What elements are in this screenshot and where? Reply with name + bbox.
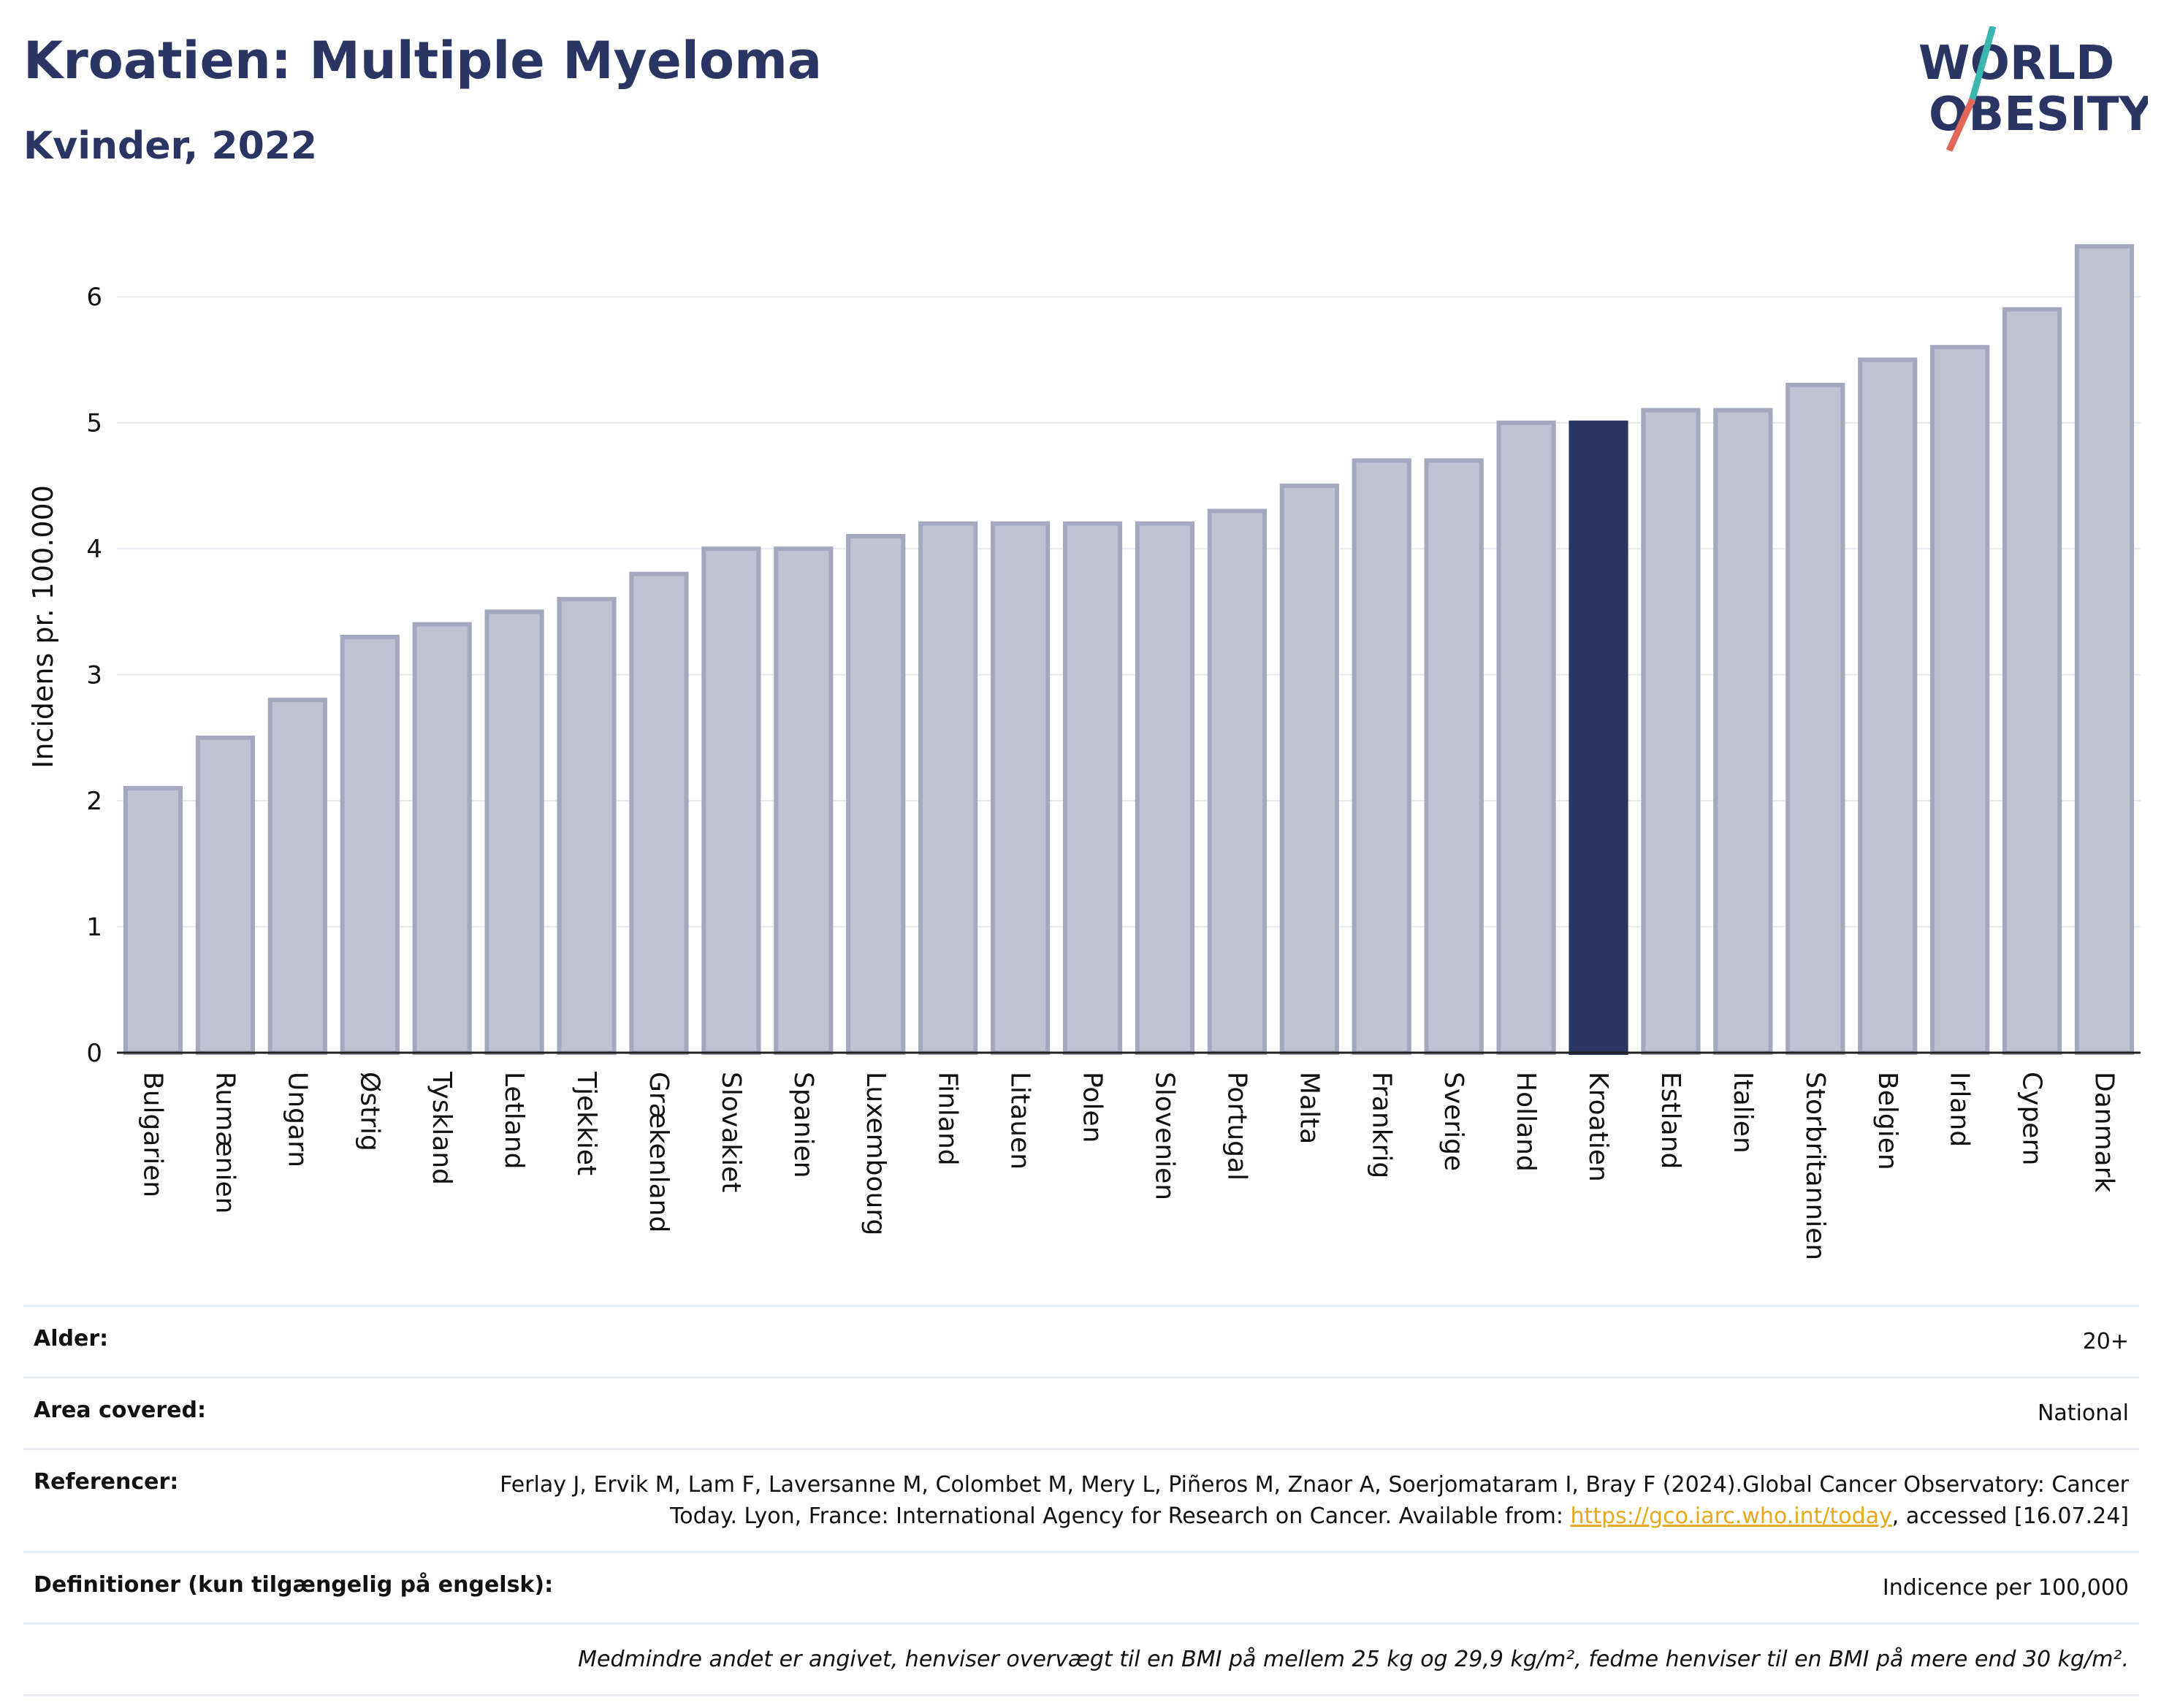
x-tick-label: Rumænien <box>210 1072 240 1213</box>
x-tick-label: Polen <box>1078 1072 1108 1143</box>
y-tick-label: 2 <box>86 787 102 816</box>
x-tick-label: Østrig <box>354 1072 384 1151</box>
x-tick-label: Malta <box>1294 1072 1324 1144</box>
y-tick-label: 1 <box>86 913 102 942</box>
x-tick-label: Slovenien <box>1149 1072 1179 1200</box>
bar <box>1713 408 1773 1055</box>
bar <box>557 597 617 1055</box>
bar <box>1352 458 1411 1055</box>
x-tick-label: Portugal <box>1221 1072 1251 1181</box>
references-link[interactable]: https://gco.iarc.who.int/today <box>1570 1503 1892 1529</box>
y-tick-label: 6 <box>86 283 102 312</box>
bar <box>1135 521 1195 1055</box>
x-tick-label: Italien <box>1728 1072 1758 1154</box>
references-label: Referencer: <box>34 1469 179 1495</box>
info-row-age: Alder: 20+ <box>23 1305 2139 1376</box>
info-row-references: Referencer: Ferlay J, Ervik M, Lam F, La… <box>23 1448 2139 1551</box>
y-tick-label: 3 <box>86 661 102 690</box>
footnote: Medmindre andet er angivet, henviser ove… <box>578 1647 2129 1672</box>
x-tick-label: Tyskland <box>427 1071 457 1185</box>
bar <box>1785 382 1845 1055</box>
info-row-note: Medmindre andet er angivet, henviser ove… <box>23 1623 2139 1696</box>
logo-line-1: WORLD <box>1918 37 2114 91</box>
bar-chart: 0 1 2 3 4 5 6 Bulgarien Rumænien Ungarn Østrig Tysk… <box>27 244 2141 1260</box>
x-tick-label: Cypern <box>2017 1072 2047 1165</box>
bar <box>774 546 834 1055</box>
x-tick-label: Slovakiet <box>716 1072 746 1192</box>
x-tick-label: Danmark <box>2089 1072 2119 1193</box>
bar-highlight <box>1569 420 1628 1055</box>
bar <box>484 609 544 1055</box>
bar <box>1424 458 1484 1055</box>
logo-slash-top <box>1967 26 1997 105</box>
bar <box>123 785 183 1056</box>
bar-layer <box>123 244 2135 1056</box>
references-text-1: Ferlay J, Ervik M, Lam F, Laversanne M, … <box>500 1472 2129 1529</box>
x-tick-label: Ungarn <box>282 1072 312 1167</box>
bar <box>2002 307 2062 1055</box>
bar <box>991 521 1051 1055</box>
x-tick-label: Estland <box>1655 1072 1685 1169</box>
x-tick-label: Storbritannien <box>1800 1072 1830 1260</box>
bar <box>1930 345 1990 1055</box>
definitions-label: Definitioner (kun tilgængelig på engelsk… <box>34 1572 554 1598</box>
bar <box>1496 420 1556 1055</box>
y-tick-label: 4 <box>86 535 102 564</box>
references-text-2: , accessed [16.07.24] <box>1891 1503 2129 1529</box>
references-value: Ferlay J, Ervik M, Lam F, Laversanne M, … <box>449 1469 2129 1532</box>
info-row-area: Area covered: National <box>23 1376 2139 1448</box>
bar <box>340 634 400 1055</box>
bar <box>267 698 327 1055</box>
x-tick-label: Sverige <box>1438 1072 1468 1171</box>
x-tick-label: Luxembourg <box>861 1072 891 1235</box>
area-value: National <box>2037 1400 2129 1426</box>
definitions-value: Indicence per 100,000 <box>1882 1575 2129 1601</box>
x-tick-label: Letland <box>499 1072 529 1169</box>
x-tick-label: Spanien <box>788 1072 818 1178</box>
bar <box>1641 408 1701 1055</box>
y-tick-label: 5 <box>86 409 102 438</box>
x-tick-label: Litauen <box>1005 1072 1035 1170</box>
x-tick-label: Belgien <box>1872 1072 1902 1170</box>
x-tick-label: Kroatien <box>1583 1072 1613 1182</box>
axis-layer: 0 1 2 3 4 5 6 Bulgarien Rumænien Ungarn Østrig Tysk… <box>86 283 2141 1260</box>
x-tick-label: Bulgarien <box>137 1072 167 1197</box>
logo-slash-bottom <box>1945 98 1976 152</box>
y-axis-label: Incidens pr. 100.000 <box>27 485 59 769</box>
y-tick-label: 0 <box>86 1039 102 1068</box>
bar <box>846 533 906 1055</box>
age-label: Alder: <box>34 1326 109 1351</box>
bar <box>918 521 978 1055</box>
x-tick-label: Irland <box>1945 1072 1975 1147</box>
info-table: Alder: 20+ Area covered: National Refere… <box>23 1305 2139 1696</box>
x-tick-label: Tjekkiet <box>571 1071 601 1175</box>
info-row-definitions: Definitioner (kun tilgængelig på engelsk… <box>23 1551 2139 1623</box>
x-tick-label: Grækenland <box>644 1072 674 1232</box>
x-tick-label: Finland <box>933 1072 963 1166</box>
bar <box>412 622 472 1055</box>
page-title: Kroatien: Multiple Myeloma <box>23 31 823 91</box>
page-subtitle: Kvinder, 2022 <box>23 124 318 168</box>
x-tick-label: Holland <box>1511 1072 1541 1172</box>
bar <box>1207 508 1267 1055</box>
area-label: Area covered: <box>34 1398 206 1423</box>
world-obesity-logo: WORLD OBESITY <box>1918 26 2148 152</box>
bar <box>2074 244 2135 1056</box>
x-tick-label: Frankrig <box>1366 1072 1396 1178</box>
bar <box>701 546 761 1055</box>
age-value: 20+ <box>2082 1329 2129 1354</box>
bar <box>1858 357 1918 1055</box>
bar <box>1279 483 1339 1055</box>
bar <box>629 571 689 1055</box>
bar <box>195 735 255 1055</box>
bar <box>1062 521 1123 1055</box>
